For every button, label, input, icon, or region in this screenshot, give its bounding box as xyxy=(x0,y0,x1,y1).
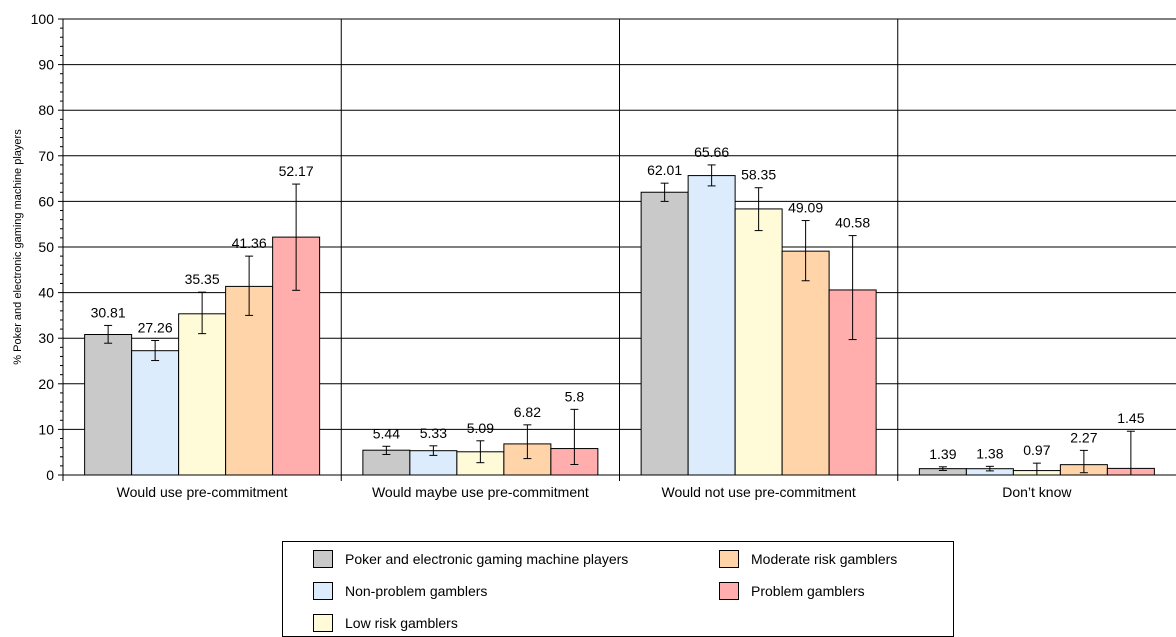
y-tick-label: 30 xyxy=(38,330,54,346)
data-label: 5.8 xyxy=(565,388,585,404)
legend-label: Low risk gamblers xyxy=(345,615,458,631)
data-label: 62.01 xyxy=(647,162,682,178)
legend-label: Poker and electronic gaming machine play… xyxy=(345,551,629,567)
bar xyxy=(84,334,133,476)
data-label: 6.82 xyxy=(514,404,541,420)
legend-item: Problem gamblers xyxy=(719,582,865,600)
legend-swatch xyxy=(313,614,333,632)
data-label: 5.33 xyxy=(420,425,447,441)
x-tick-label: Would use pre-commitment xyxy=(117,484,288,500)
y-tick-label: 10 xyxy=(38,421,54,437)
bar xyxy=(178,313,227,476)
data-label: 5.09 xyxy=(467,420,494,436)
data-label: 1.38 xyxy=(976,445,1003,461)
y-tick-label: 70 xyxy=(38,148,54,164)
data-label: 49.09 xyxy=(788,200,823,216)
legend: Poker and electronic gaming machine play… xyxy=(282,541,954,637)
data-label: 0.97 xyxy=(1023,442,1050,458)
y-tick-label: 90 xyxy=(38,57,54,73)
y-tick-label: 40 xyxy=(38,285,54,301)
legend-swatch xyxy=(313,550,333,568)
y-tick-label: 50 xyxy=(38,239,54,255)
data-label: 58.35 xyxy=(741,167,776,183)
data-label: 52.17 xyxy=(279,163,314,179)
data-label: 2.27 xyxy=(1070,429,1097,445)
data-label: 1.39 xyxy=(929,446,956,462)
bar-chart: 0 10 20 30 40 50 60 70 80 90 100 % Poker and electr… xyxy=(12,11,1176,500)
legend-item: Poker and electronic gaming machine play… xyxy=(313,550,628,568)
legend-label: Problem gamblers xyxy=(751,583,865,599)
data-label: 65.66 xyxy=(694,144,729,160)
legend-swatch xyxy=(313,582,333,600)
data-label: 40.58 xyxy=(835,215,870,231)
legend-item: Moderate risk gamblers xyxy=(719,550,897,568)
bar xyxy=(687,175,736,476)
data-label: 41.36 xyxy=(232,235,267,251)
y-tick-label: 20 xyxy=(38,376,54,392)
x-tick-label: Would not use pre-commitment xyxy=(661,484,855,500)
data-label: 5.44 xyxy=(373,425,400,441)
x-tick-label: Would maybe use pre-commitment xyxy=(372,484,589,500)
data-label: 35.35 xyxy=(185,271,220,287)
legend-label: Moderate risk gamblers xyxy=(751,551,898,567)
y-tick-label: 80 xyxy=(38,102,54,118)
legend-label: Non-problem gamblers xyxy=(345,583,488,599)
bar xyxy=(781,250,830,476)
legend-swatch xyxy=(719,582,739,600)
legend-item: Low risk gamblers xyxy=(313,614,458,632)
data-label: 30.81 xyxy=(91,304,126,320)
y-tick-label: 100 xyxy=(31,11,55,27)
legend-swatch xyxy=(719,550,739,568)
y-axis-label: % Poker and electronic gaming machine pl… xyxy=(12,129,24,365)
legend-item: Non-problem gamblers xyxy=(313,582,487,600)
bar xyxy=(734,208,783,476)
x-tick-label: Don’t know xyxy=(1002,484,1072,500)
data-label: 27.26 xyxy=(138,319,173,335)
bar xyxy=(640,191,689,476)
y-tick-label: 0 xyxy=(46,467,54,483)
bar xyxy=(225,285,274,476)
bar xyxy=(131,350,180,476)
data-label: 1.45 xyxy=(1117,410,1144,426)
y-tick-label: 60 xyxy=(38,193,54,209)
